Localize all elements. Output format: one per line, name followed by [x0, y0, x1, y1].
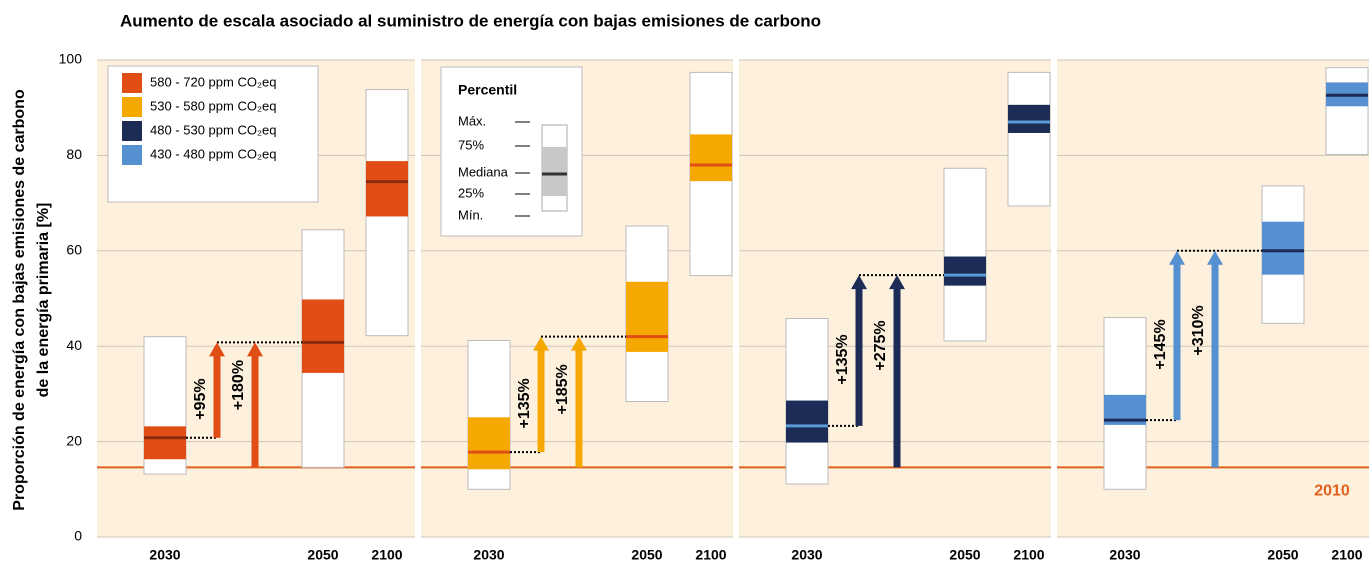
box-iqr — [1008, 104, 1050, 133]
legend-swatch — [122, 97, 142, 117]
box-iqr — [366, 161, 408, 217]
x-tick-label: 2100 — [695, 547, 726, 563]
box-range — [943, 167, 987, 342]
box-range — [1325, 67, 1369, 155]
x-tick-label: 2030 — [473, 547, 504, 563]
x-tick-label: 2030 — [1109, 547, 1140, 563]
x-tick-label: 2100 — [1013, 547, 1044, 563]
legend-swatch — [122, 145, 142, 165]
arrow-head — [247, 342, 263, 357]
box-range — [1007, 71, 1051, 207]
arrow-shaft — [1173, 260, 1181, 421]
increase-label: +275% — [872, 320, 889, 370]
arrow-head — [209, 342, 225, 357]
arrow-shaft — [575, 346, 583, 468]
chart-title: Aumento de escala asociado al suministro… — [120, 11, 821, 30]
legend-swatch — [122, 73, 142, 93]
legend-label: 580 - 720 ppm CO₂eq — [150, 74, 276, 89]
arrow-shaft — [537, 346, 545, 453]
increase-label: +145% — [1152, 319, 1169, 369]
y-tick-label: 100 — [59, 51, 83, 67]
legend-label: 480 - 530 ppm CO₂eq — [150, 122, 276, 137]
arrow-head — [1169, 250, 1185, 265]
arrow-shaft — [213, 352, 221, 438]
box-iqr — [302, 299, 344, 373]
increase-label: +135% — [516, 378, 533, 428]
percentile-legend-label: 75% — [458, 137, 484, 152]
percentile-legend-label: Mín. — [458, 207, 483, 222]
increase-label: +95% — [192, 378, 209, 419]
box-iqr — [786, 400, 828, 443]
x-tick-label: 2050 — [307, 547, 338, 563]
arrow-head — [533, 336, 549, 351]
x-tick-label: 2030 — [149, 547, 180, 563]
percentile-legend-label: Máx. — [458, 113, 486, 128]
box-iqr — [690, 134, 732, 182]
arrow-head — [571, 336, 587, 351]
x-tick-label: 2050 — [1267, 547, 1298, 563]
arrow-shaft — [855, 285, 863, 426]
x-tick-label: 2100 — [1331, 547, 1362, 563]
x-tick-label: 2100 — [371, 547, 402, 563]
x-tick-label: 2050 — [949, 547, 980, 563]
box-iqr — [944, 256, 986, 286]
legend-label: 530 - 580 ppm CO₂eq — [150, 98, 276, 113]
percentile-sample-iqr — [542, 147, 567, 196]
percentile-legend-title: Percentil — [458, 82, 517, 98]
y-tick-label: 40 — [66, 337, 82, 353]
increase-label: +185% — [554, 364, 571, 414]
y-axis-label: Proporción de energía con bajas emisione… — [11, 89, 28, 511]
increase-label: +135% — [834, 334, 851, 384]
x-tick-label: 2030 — [791, 547, 822, 563]
arrow-shaft — [251, 352, 259, 468]
y-tick-label: 20 — [66, 432, 82, 448]
percentile-legend-label: Mediana — [458, 164, 509, 179]
y-axis-label: de la energía primaria [%] — [35, 203, 52, 398]
x-tick-label: 2050 — [631, 547, 662, 563]
arrow-head — [1207, 250, 1223, 265]
y-tick-label: 80 — [66, 146, 82, 162]
arrow-shaft — [1211, 260, 1219, 468]
percentile-legend-label: 25% — [458, 185, 484, 200]
box-iqr — [144, 426, 186, 460]
arrow-shaft — [893, 285, 901, 468]
legend-label: 430 - 480 ppm CO₂eq — [150, 146, 276, 161]
box-iqr — [626, 281, 668, 352]
legend-swatch — [122, 121, 142, 141]
increase-label: +310% — [1190, 305, 1207, 355]
increase-label: +180% — [230, 360, 247, 410]
arrow-head — [851, 275, 867, 290]
baseline-label: 2010 — [1314, 483, 1350, 500]
legend-box — [107, 65, 319, 203]
box-iqr — [1262, 221, 1304, 275]
y-tick-label: 0 — [74, 528, 82, 544]
y-tick-label: 60 — [66, 242, 82, 258]
arrow-head — [889, 275, 905, 290]
box-iqr — [468, 417, 510, 470]
